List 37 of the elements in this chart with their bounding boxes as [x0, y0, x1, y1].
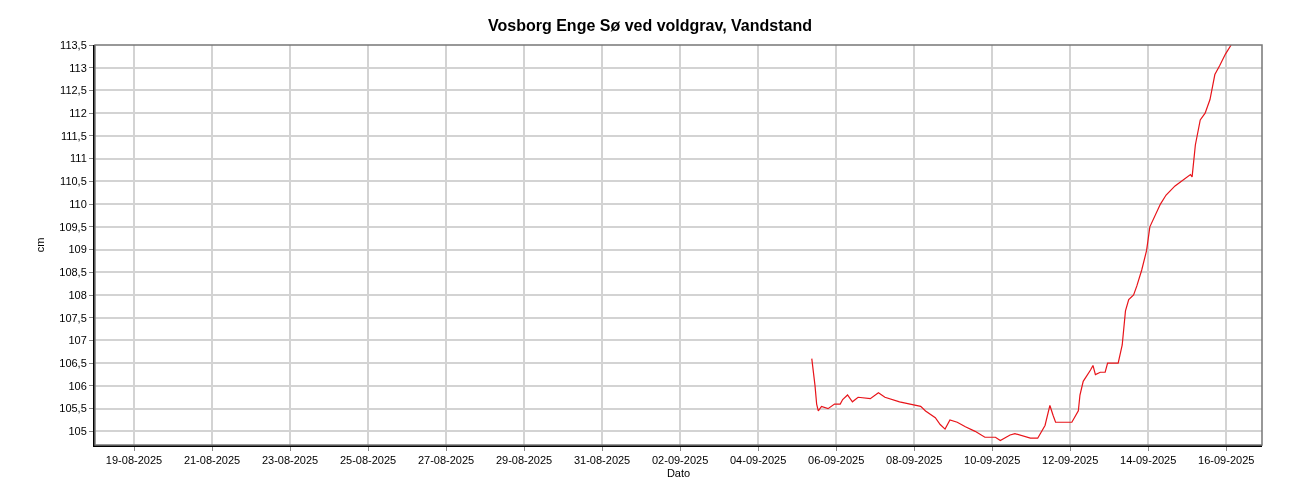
- y-tick-label: 111,5: [60, 129, 87, 142]
- chart-title: Vosborg Enge Sø ved voldgrav, Vandstand: [488, 17, 812, 35]
- x-tick-label: 27-08-2025: [417, 454, 475, 467]
- x-axis-title: Dato: [666, 466, 691, 479]
- x-tick-label: 10-09-2025: [964, 454, 1021, 467]
- y-tick-label: 110: [69, 197, 87, 210]
- y-tick-label: 112: [69, 107, 87, 120]
- x-tick-label: 25-08-2025: [339, 454, 397, 467]
- y-tick-label: 108,5: [59, 266, 87, 279]
- y-tick-label: 111: [70, 152, 87, 165]
- x-tick-label: 12-09-2025: [1042, 454, 1099, 467]
- y-tick-label: 112,5: [60, 84, 87, 97]
- y-tick-label: 107: [68, 334, 87, 347]
- y-tick-label: 105: [68, 425, 87, 438]
- x-tick-label: 29-08-2025: [495, 454, 553, 467]
- x-tick-label: 23-08-2025: [261, 454, 319, 467]
- x-tick-label: 21-08-2025: [183, 454, 241, 467]
- y-tick-label: 107,5: [59, 311, 87, 324]
- y-axis-title: cm: [34, 237, 47, 253]
- y-tick-label: 109,5: [59, 220, 87, 233]
- y-tick-label: 109: [68, 243, 87, 256]
- y-tick-label: 110,5: [60, 175, 87, 188]
- y-tick-label: 106,5: [59, 357, 87, 370]
- y-tick-label: 108: [68, 288, 87, 301]
- x-tick-label: 04-09-2025: [730, 454, 787, 467]
- x-tick-label: 19-08-2025: [105, 454, 163, 467]
- y-tick-label: 113: [69, 61, 87, 74]
- x-tick-label: 16-09-2025: [1198, 454, 1255, 467]
- x-tick-label: 02-09-2025: [651, 454, 709, 467]
- x-tick-label: 31-08-2025: [573, 454, 631, 467]
- y-tick-label: 106: [68, 379, 87, 392]
- x-tick-label: 06-09-2025: [808, 454, 865, 467]
- x-tick-label: 08-09-2025: [886, 454, 943, 467]
- y-tick-label: 113,5: [60, 38, 87, 51]
- x-tick-label: 14-09-2025: [1120, 454, 1177, 467]
- y-tick-label: 105,5: [59, 402, 87, 415]
- line-series: [811, 45, 1232, 442]
